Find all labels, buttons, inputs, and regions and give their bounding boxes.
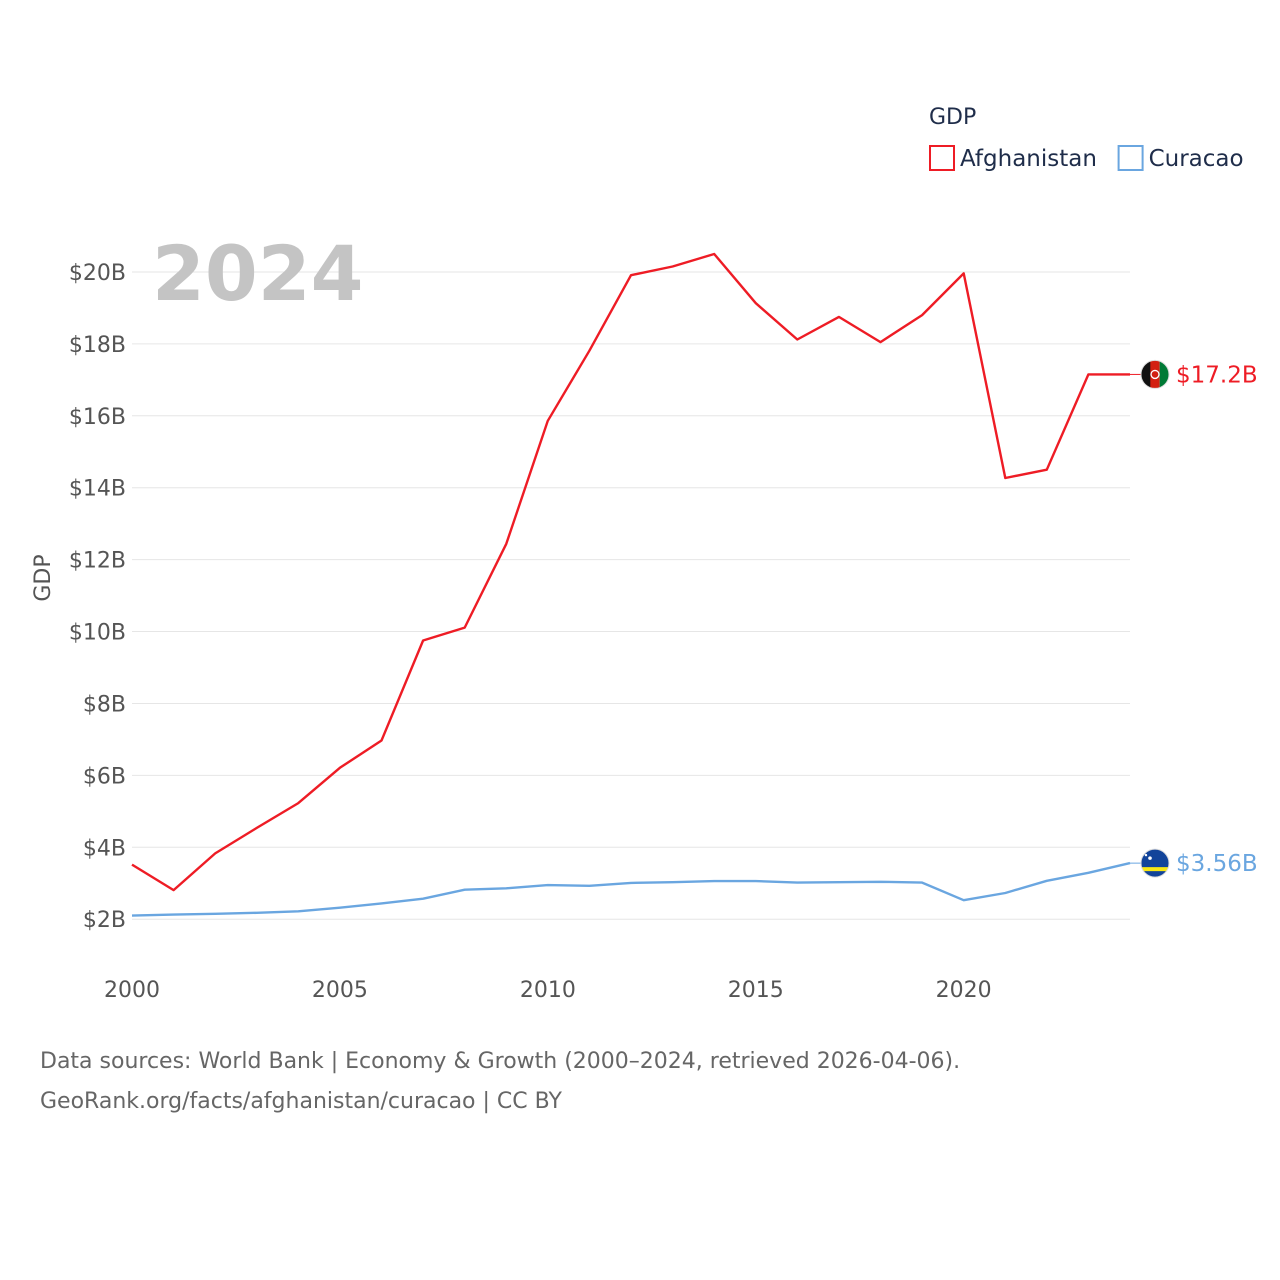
current-year-label: 2024 — [152, 229, 364, 318]
footer-link-line[interactable]: GeoRank.org/facts/afghanistan/curacao | … — [40, 1089, 562, 1114]
end-value-label-afghanistan: $17.2B — [1176, 362, 1258, 388]
y-tick-label: $14B — [69, 477, 126, 502]
y-tick-label: $6B — [83, 764, 126, 789]
x-tick-label: 2010 — [520, 978, 576, 1003]
legend-swatch — [1117, 145, 1144, 171]
y-axis-label: GDP — [31, 554, 56, 601]
gridlines — [132, 271, 1130, 920]
y-tick-label: $18B — [69, 333, 126, 358]
series-line-curacao[interactable] — [131, 861, 1131, 917]
series-end-labels: $17.2B $3.56B — [1130, 359, 1258, 878]
x-tick-label: 2015 — [728, 978, 784, 1003]
y-tick-label: $2B — [83, 908, 126, 933]
series-lines — [131, 252, 1131, 917]
x-tick-label: 2000 — [104, 978, 160, 1003]
series-line-afghanistan[interactable] — [131, 252, 1130, 892]
footer-sources-line: Data sources: World Bank | Economy & Gro… — [40, 1049, 961, 1074]
y-tick-label: $12B — [69, 549, 126, 574]
y-tick-label: $4B — [83, 836, 126, 861]
y-tick-label: $8B — [83, 692, 126, 717]
y-tick-label: $20B — [69, 261, 126, 286]
footer-source: Data sources: World Bank | Economy & Gro… — [40, 1042, 960, 1122]
y-tick-label: $10B — [69, 621, 126, 646]
legend-title: GDP — [929, 105, 976, 130]
afghanistan-flag-icon — [1140, 359, 1170, 389]
legend-label: Afghanistan — [960, 146, 1097, 172]
legend-item-afghanistan[interactable]: Afghanistan — [929, 145, 1097, 172]
gdp-line-chart: $2B $4B $6B $8B $10B $12B $14B $16B $18B $20B 200… — [31, 105, 1258, 1003]
end-value-label-curacao: $3.56B — [1176, 851, 1258, 877]
x-axis-ticks: 2000 2005 2010 2015 2020 — [104, 978, 992, 1003]
legend-item-curacao[interactable]: Curacao — [1117, 145, 1244, 172]
x-tick-label: 2005 — [312, 978, 368, 1003]
legend-swatch — [929, 145, 955, 171]
legend-label: Curacao — [1149, 146, 1244, 172]
y-axis-ticks: $2B $4B $6B $8B $10B $12B $14B $16B $18B $20B — [69, 261, 126, 933]
legend[interactable]: GDP Afghanistan Curacao — [929, 105, 1244, 172]
x-tick-label: 2020 — [936, 978, 992, 1003]
y-tick-label: $16B — [69, 405, 126, 430]
curacao-flag-icon — [1140, 848, 1170, 878]
